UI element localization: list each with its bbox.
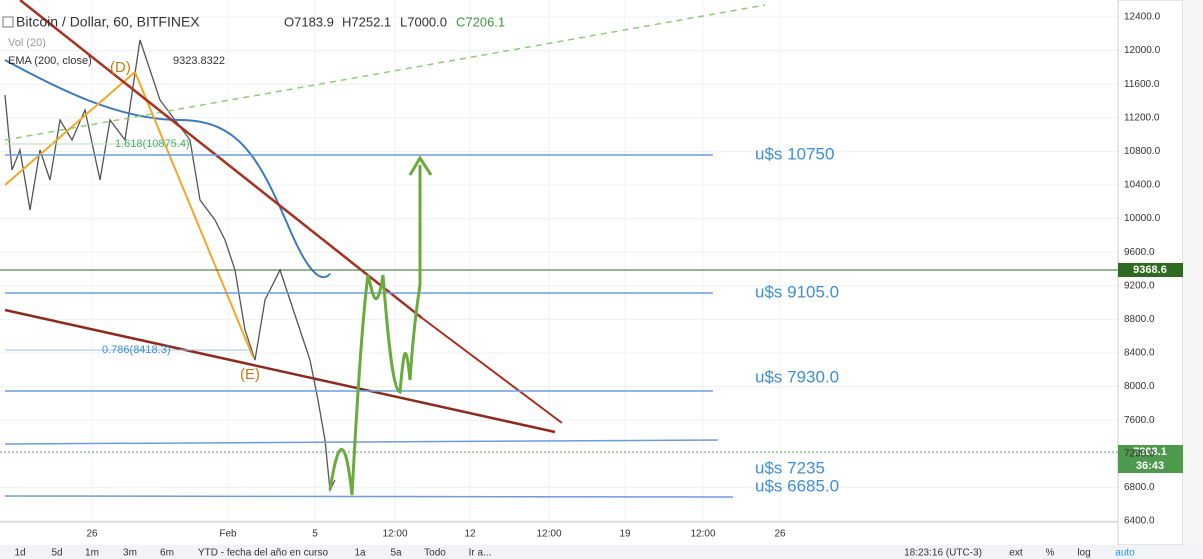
ohlc: O7183.9 bbox=[284, 14, 334, 29]
side-panel bbox=[1183, 0, 1203, 545]
range-button[interactable]: 1a bbox=[354, 548, 366, 559]
price-tick-label: 11600.0 bbox=[1124, 79, 1160, 90]
price-tick-label: 10400.0 bbox=[1124, 180, 1161, 191]
level-line bbox=[4, 439, 719, 445]
trendline bbox=[4, 308, 556, 434]
time-tick-label: 26 bbox=[774, 529, 786, 540]
range-button[interactable]: Ir a... bbox=[469, 548, 492, 559]
bottom-toolbar bbox=[0, 545, 1203, 559]
status-item[interactable]: ext bbox=[1009, 548, 1023, 559]
price-tick-label: 11200.0 bbox=[1124, 112, 1160, 123]
level-label: u$s 7235 bbox=[755, 458, 825, 477]
range-button[interactable]: 6m bbox=[160, 548, 174, 559]
wave-line bbox=[134, 71, 254, 358]
trend-dashed bbox=[4, 4, 766, 141]
projection bbox=[328, 165, 422, 496]
fib-label: 0.786(8418.3) bbox=[102, 344, 171, 356]
ohlc: L7000.0 bbox=[400, 14, 447, 29]
projection-arrow bbox=[408, 155, 433, 176]
range-button[interactable]: YTD - fecha del año en curso bbox=[198, 548, 329, 559]
range-button[interactable]: 3m bbox=[123, 548, 137, 559]
time-tick-label: Feb bbox=[219, 529, 237, 540]
level-label: u$s 6685.0 bbox=[755, 476, 839, 495]
price-marker: 7208.1 bbox=[1133, 446, 1167, 458]
level-label: u$s 7930.0 bbox=[755, 367, 839, 386]
time-tick-label: 19 bbox=[619, 529, 631, 540]
ohlc: H7252.1 bbox=[342, 14, 391, 29]
time-tick-label: 12:00 bbox=[536, 529, 561, 540]
symbol[interactable]: Bitcoin / Dollar, 60, BITFINEX bbox=[16, 14, 200, 30]
price-tick-label: 12400.0 bbox=[1124, 12, 1161, 23]
status-item[interactable]: log bbox=[1077, 548, 1090, 559]
status-item: 18:23:16 (UTC-3) bbox=[904, 548, 982, 559]
fib-label: 1.618(10875.4) bbox=[115, 138, 190, 150]
grid bbox=[91, 0, 781, 521]
price-tick-label: 8400.0 bbox=[1124, 348, 1155, 359]
countdown: 36:43 bbox=[1136, 460, 1164, 472]
ema-line bbox=[4, 59, 331, 279]
price-tick-label: 7200.0 bbox=[1124, 448, 1155, 459]
ohlc: C7206.1 bbox=[456, 14, 505, 29]
range-button[interactable]: 5d bbox=[51, 548, 62, 559]
price-tick-label: 8800.0 bbox=[1124, 314, 1155, 325]
price-tick-label: 10000.0 bbox=[1124, 213, 1161, 224]
level-label: u$s 10750 bbox=[755, 144, 834, 163]
status-item[interactable]: auto bbox=[1115, 548, 1135, 559]
price-tick-label: 9200.0 bbox=[1124, 280, 1155, 291]
range-button[interactable]: 1m bbox=[85, 548, 99, 559]
range-button[interactable]: 1d bbox=[14, 548, 25, 559]
time-tick-label: 12:00 bbox=[690, 529, 715, 540]
level-label: u$s 9105.0 bbox=[755, 282, 839, 301]
status-item[interactable]: % bbox=[1046, 548, 1055, 559]
wave-label: (D) bbox=[110, 59, 131, 76]
indicator[interactable]: EMA (200, close) bbox=[8, 55, 92, 67]
indicator[interactable]: Vol (20) bbox=[8, 37, 46, 49]
time-tick-label: 26 bbox=[86, 529, 98, 540]
time-tick-label: 12 bbox=[464, 529, 476, 540]
checkbox[interactable] bbox=[2, 16, 14, 28]
price-tick-label: 9600.0 bbox=[1124, 247, 1155, 258]
marker-box bbox=[1118, 445, 1183, 473]
price-tick-label: 7600.0 bbox=[1124, 415, 1155, 426]
price-tick-label: 6800.0 bbox=[1124, 482, 1155, 493]
range-button[interactable]: Todo bbox=[424, 548, 446, 559]
indicator-value: 9323.8322 bbox=[173, 55, 225, 67]
level-line bbox=[4, 495, 734, 498]
time-tick-label: 12:00 bbox=[382, 529, 407, 540]
price-tick-label: 8000.0 bbox=[1124, 381, 1155, 392]
price-tick-label: 6400.0 bbox=[1124, 516, 1155, 527]
price-marker: 9368.6 bbox=[1133, 264, 1167, 276]
price-tick-label: 10800.0 bbox=[1124, 146, 1161, 157]
trendline bbox=[19, 0, 423, 319]
range-button[interactable]: 5a bbox=[390, 548, 402, 559]
price-tick-label: 12000.0 bbox=[1124, 45, 1161, 56]
time-tick-label: 5 bbox=[312, 529, 318, 540]
marker-box bbox=[1118, 263, 1183, 277]
trendline bbox=[421, 317, 563, 424]
wave-label: (E) bbox=[240, 366, 260, 383]
